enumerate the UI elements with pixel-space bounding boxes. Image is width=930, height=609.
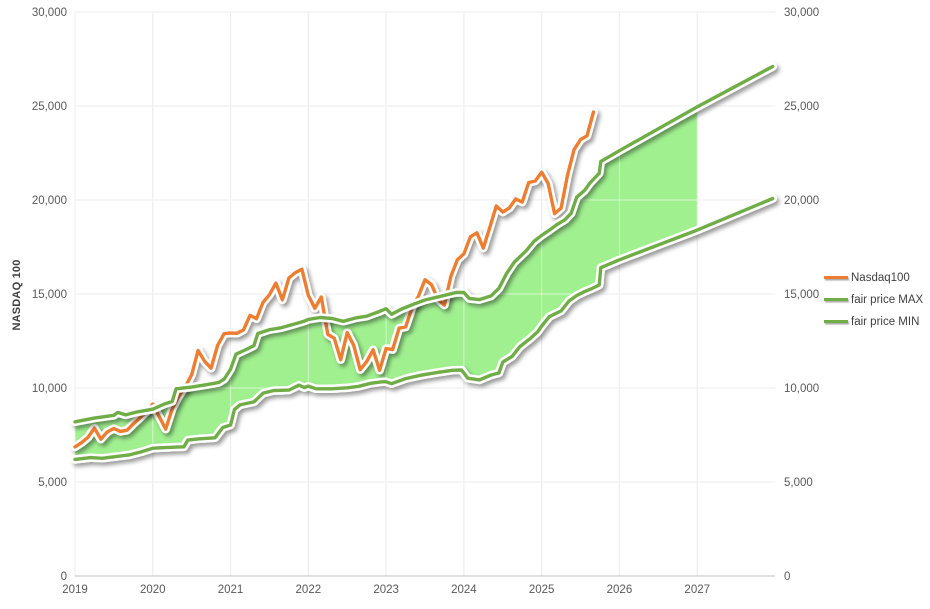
x-axis-label: 2019	[62, 584, 88, 596]
legend-label: Nasdaq100	[851, 271, 910, 284]
y-axis-label-right: 15,000	[784, 289, 819, 301]
y-axis-label-right: 10,000	[784, 383, 819, 395]
y-axis-title: NASDAQ 100	[11, 259, 23, 331]
y-axis-label-left: 10,000	[32, 383, 67, 395]
y-axis-label-left: 5,000	[38, 477, 67, 489]
y-axis-label-left: 15,000	[32, 289, 67, 301]
x-axis-label: 2021	[218, 584, 244, 596]
y-axis-label-right: 5,000	[784, 477, 813, 489]
y-axis-label-left: 25,000	[32, 101, 67, 113]
x-axis-label: 2020	[140, 584, 166, 596]
fair-price-max-line-swatch-icon	[824, 297, 848, 302]
x-axis-label: 2022	[296, 584, 322, 596]
y-axis-label-left: 20,000	[32, 195, 67, 207]
y-axis-label-left: 30,000	[32, 7, 67, 19]
legend-label: fair price MIN	[851, 315, 920, 328]
y-axis-label-right: 20,000	[784, 195, 819, 207]
gridline-overlay	[74, 11, 775, 577]
y-axis-label-left: 0	[61, 571, 67, 583]
fair-price-max-line[interactable]	[73, 64, 775, 424]
x-axis-label: 2027	[684, 584, 710, 596]
x-axis-label: 2026	[607, 584, 633, 596]
legend-label: fair price MAX	[851, 293, 924, 306]
legend-item-fair-price-min[interactable]: fair price MIN	[824, 314, 923, 329]
legend: Nasdaq100 fair price MAX fair price MIN	[824, 270, 923, 329]
legend-item-fair-price-max[interactable]: fair price MAX	[824, 292, 923, 307]
x-axis-label: 2025	[529, 584, 555, 596]
x-axis-label: 2024	[451, 584, 477, 596]
y-axis-label-right: 25,000	[784, 101, 819, 113]
fair-price-min-line-swatch-icon	[824, 319, 848, 324]
nasdaq-line-swatch-icon	[824, 275, 848, 280]
y-axis-label-right: 0	[784, 571, 790, 583]
legend-item-nasdaq100[interactable]: Nasdaq100	[824, 270, 923, 285]
fair-price-min-line[interactable]	[73, 196, 775, 462]
axis-tick-labels: 0 0 5,000 5,000 10,000 10,000 15,000 15,000 20,0…	[32, 7, 819, 596]
y-axis-label-right: 30,000	[784, 7, 819, 19]
x-axis-label: 2023	[373, 584, 399, 596]
nasdaq100-line[interactable]	[73, 110, 596, 449]
